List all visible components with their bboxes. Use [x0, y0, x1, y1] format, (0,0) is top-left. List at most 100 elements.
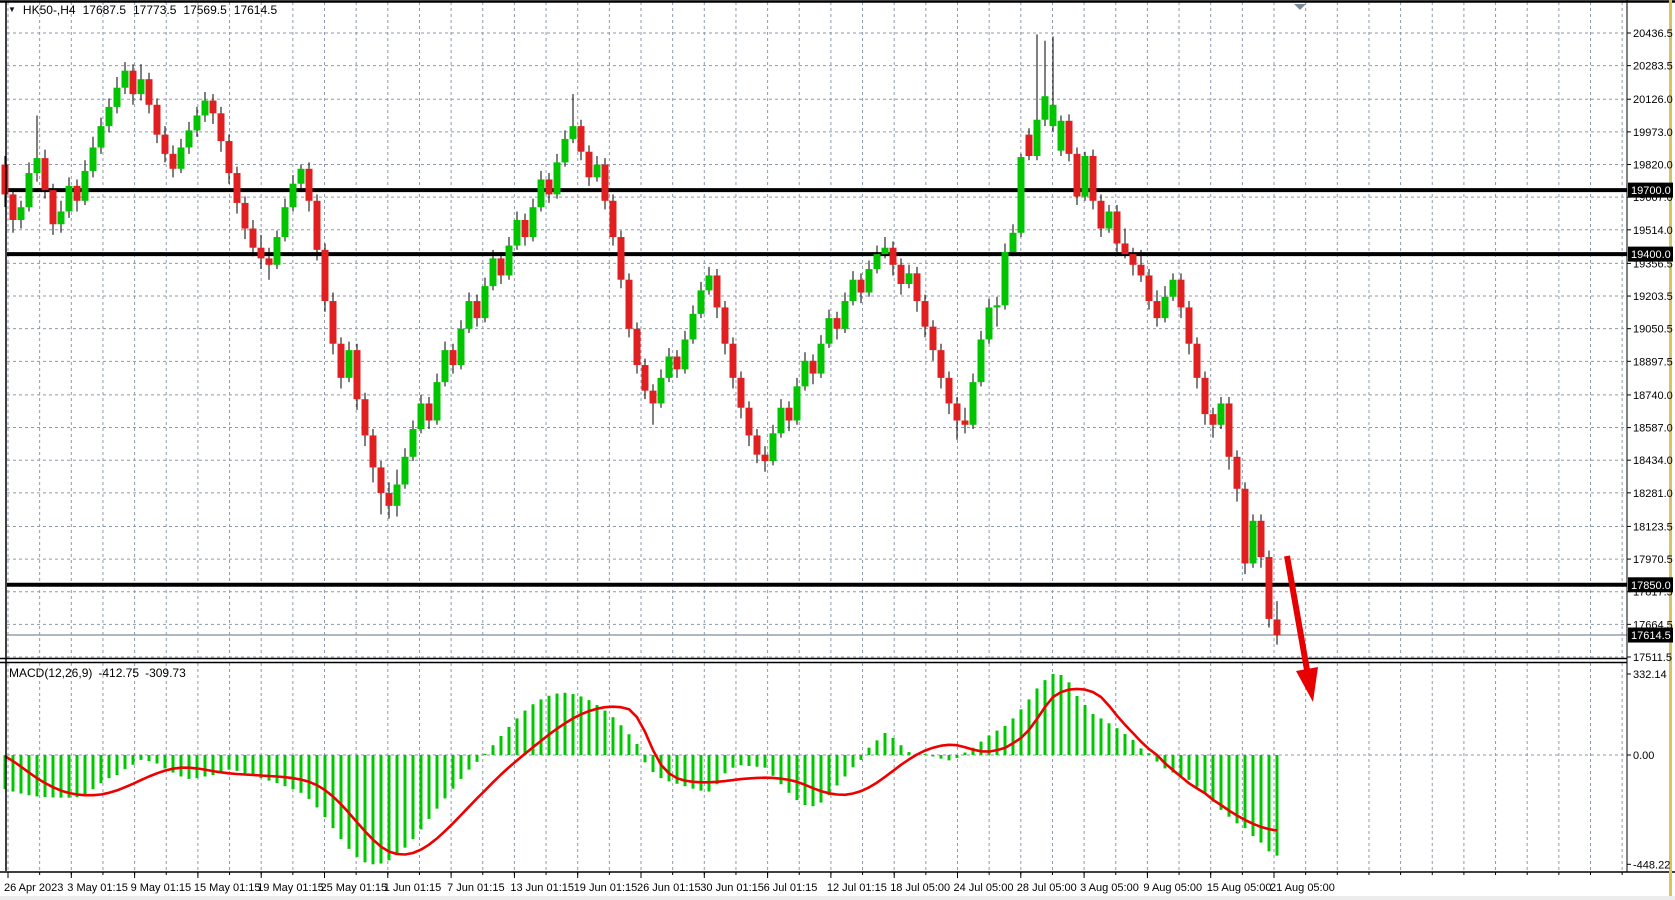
candle-up — [489, 258, 497, 287]
candle-down — [369, 435, 377, 468]
candle-down — [1193, 343, 1201, 378]
svg-text:20126.0: 20126.0 — [1633, 94, 1673, 106]
candle-up — [105, 106, 113, 127]
candle-up — [185, 130, 193, 148]
candle-down — [585, 151, 593, 178]
candle-down — [225, 141, 233, 174]
candles-layer[interactable] — [1, 34, 1281, 645]
svg-text:20283.5: 20283.5 — [1633, 61, 1673, 73]
candle-up — [345, 350, 353, 378]
candle-down — [721, 307, 729, 344]
candle-up — [865, 269, 873, 293]
candle-up — [409, 429, 417, 457]
candle-down — [1, 164, 9, 195]
chart-shift-marker-icon[interactable] — [1294, 4, 1306, 10]
svg-text:18281.0: 18281.0 — [1633, 488, 1673, 500]
candle-up — [1049, 104, 1057, 127]
svg-text:19050.5: 19050.5 — [1633, 324, 1673, 336]
svg-text:-448.22: -448.22 — [1633, 859, 1670, 871]
candle-up — [985, 307, 993, 340]
candle-down — [321, 249, 329, 302]
svg-text:30 Jun 01:15: 30 Jun 01:15 — [700, 882, 764, 894]
candle-up — [841, 301, 849, 329]
ohlc-high: 17773.5 — [133, 3, 177, 17]
candle-up — [513, 219, 521, 246]
candle-down — [473, 301, 481, 319]
candle-down — [257, 247, 265, 259]
candle-up — [33, 158, 41, 174]
candle-up — [969, 382, 977, 425]
candle-down — [129, 70, 137, 95]
candle-down — [337, 343, 345, 378]
candle-up — [1057, 120, 1065, 151]
candle-down — [945, 377, 953, 404]
symbol-period-label: HK50-,H4 — [22, 3, 76, 17]
candle-up — [665, 356, 673, 378]
candle-up — [441, 350, 449, 383]
symbol-dropdown-icon[interactable]: ▼ — [8, 5, 16, 14]
price-axis[interactable]: 20436.520283.520126.019973.019820.019667… — [1627, 28, 1673, 664]
svg-text:20436.5: 20436.5 — [1633, 28, 1673, 40]
candle-down — [1241, 488, 1249, 564]
svg-text:15 Aug 05:00: 15 Aug 05:00 — [1207, 882, 1272, 894]
candle-up — [17, 207, 25, 220]
svg-text:9 May 01:15: 9 May 01:15 — [131, 882, 192, 894]
svg-text:19203.5: 19203.5 — [1633, 291, 1673, 303]
candle-down — [1073, 153, 1081, 197]
chart-title-bar: ▼ HK50-,H4 17687.5 17773.5 17569.5 17614… — [8, 3, 277, 17]
candle-up — [593, 164, 601, 178]
candle-up — [1001, 251, 1009, 306]
svg-text:6 Jul 01:15: 6 Jul 01:15 — [764, 882, 818, 894]
svg-text:1 Jun 01:15: 1 Jun 01:15 — [384, 882, 442, 894]
ohlc-close: 17614.5 — [233, 3, 278, 17]
candle-up — [793, 386, 801, 421]
candle-up — [1169, 279, 1177, 297]
candle-up — [1105, 211, 1113, 229]
svg-text:19514.0: 19514.0 — [1633, 225, 1673, 237]
candle-down — [497, 258, 505, 276]
candle-up — [89, 147, 97, 171]
candle-down — [761, 454, 769, 462]
svg-text:17970.5: 17970.5 — [1633, 554, 1673, 566]
candle-up — [113, 87, 121, 107]
macd-histogram — [3, 674, 1279, 865]
candle-up — [1081, 155, 1089, 197]
time-axis[interactable]: 26 Apr 2023 3 May 01:15 9 May 01:15 15 May … — [4, 872, 1623, 894]
svg-text:15 May 01:15: 15 May 01:15 — [194, 882, 261, 894]
candle-down — [897, 264, 905, 284]
candle-up — [1009, 232, 1017, 252]
candle-up — [1161, 296, 1169, 319]
candle-down — [425, 403, 433, 421]
candle-down — [1025, 134, 1033, 156]
candle-up — [825, 318, 833, 344]
candle-down — [913, 273, 921, 302]
candle-down — [633, 328, 641, 366]
candle-down — [1145, 275, 1153, 302]
svg-text:17511.5: 17511.5 — [1633, 652, 1672, 664]
svg-text:25 May 01:15: 25 May 01:15 — [321, 882, 388, 894]
candle-down — [713, 275, 721, 308]
candle-up — [905, 273, 913, 284]
candle-up — [281, 207, 289, 238]
sell-arrow-annotation[interactable] — [1284, 555, 1318, 702]
candle-up — [537, 179, 545, 208]
candle-down — [377, 467, 385, 494]
candle-down — [1225, 403, 1233, 457]
ohlc-low: 17569.5 — [183, 3, 227, 17]
macd-value: -412.75 — [98, 666, 140, 680]
macd-signal-value: -309.73 — [145, 666, 186, 680]
candle-up — [401, 456, 409, 485]
candle-down — [953, 403, 961, 421]
macd-axis[interactable]: 332.14 0.00 -448.22 — [1627, 669, 1670, 871]
svg-text:0.00: 0.00 — [1633, 750, 1654, 762]
candle-up — [705, 275, 713, 291]
svg-text:19400.0: 19400.0 — [1631, 249, 1671, 261]
svg-text:19 Jun 01:15: 19 Jun 01:15 — [574, 882, 638, 894]
candle-up — [1033, 119, 1041, 156]
candle-up — [81, 170, 89, 201]
svg-text:7 Jun 01:15: 7 Jun 01:15 — [447, 882, 505, 894]
candle-down — [1097, 200, 1105, 229]
candle-down — [353, 350, 361, 400]
svg-text:332.14: 332.14 — [1633, 669, 1667, 681]
